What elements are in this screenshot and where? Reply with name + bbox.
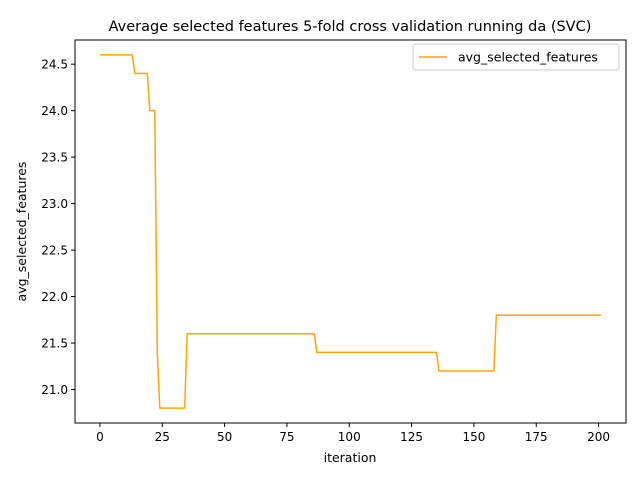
x-tick-label: 50 — [217, 430, 232, 444]
legend-box — [412, 43, 620, 71]
y-tick-label: 22.5 — [41, 243, 68, 257]
y-tick-label: 21.5 — [41, 336, 68, 350]
x-tick-label: 200 — [587, 430, 610, 444]
y-tick-label: 23.0 — [41, 197, 68, 211]
y-axis: 21.0 21.5 22.0 22.5 23.0 23.5 24.0 24.5 — [41, 57, 75, 397]
x-tick-label: 100 — [338, 430, 361, 444]
series-group — [99, 54, 602, 409]
chart-title: Average selected features 5-fold cross v… — [109, 19, 592, 35]
x-tick-label: 175 — [525, 430, 548, 444]
y-tick-label: 22.0 — [41, 290, 68, 304]
x-tick-label: 150 — [462, 430, 485, 444]
legend: avg_selected_features — [412, 43, 620, 71]
x-tick-label: 25 — [155, 430, 170, 444]
x-axis-label: iteration — [324, 450, 377, 465]
x-tick-label: 75 — [279, 430, 294, 444]
legend-entry: avg_selected_features — [458, 50, 598, 65]
x-axis: 0 25 50 75 100 125 150 175 200 — [96, 423, 610, 444]
series-line-0 — [99, 54, 602, 409]
x-tick-label: 125 — [400, 430, 423, 444]
y-tick-label: 21.0 — [41, 383, 68, 397]
y-axis-label: avg_selected_features — [14, 162, 29, 302]
y-tick-label: 24.0 — [41, 104, 68, 118]
y-tick-label: 23.5 — [41, 150, 68, 164]
x-tick-label: 0 — [96, 430, 104, 444]
plot-frame — [74, 39, 627, 424]
y-tick-label: 24.5 — [41, 57, 68, 71]
